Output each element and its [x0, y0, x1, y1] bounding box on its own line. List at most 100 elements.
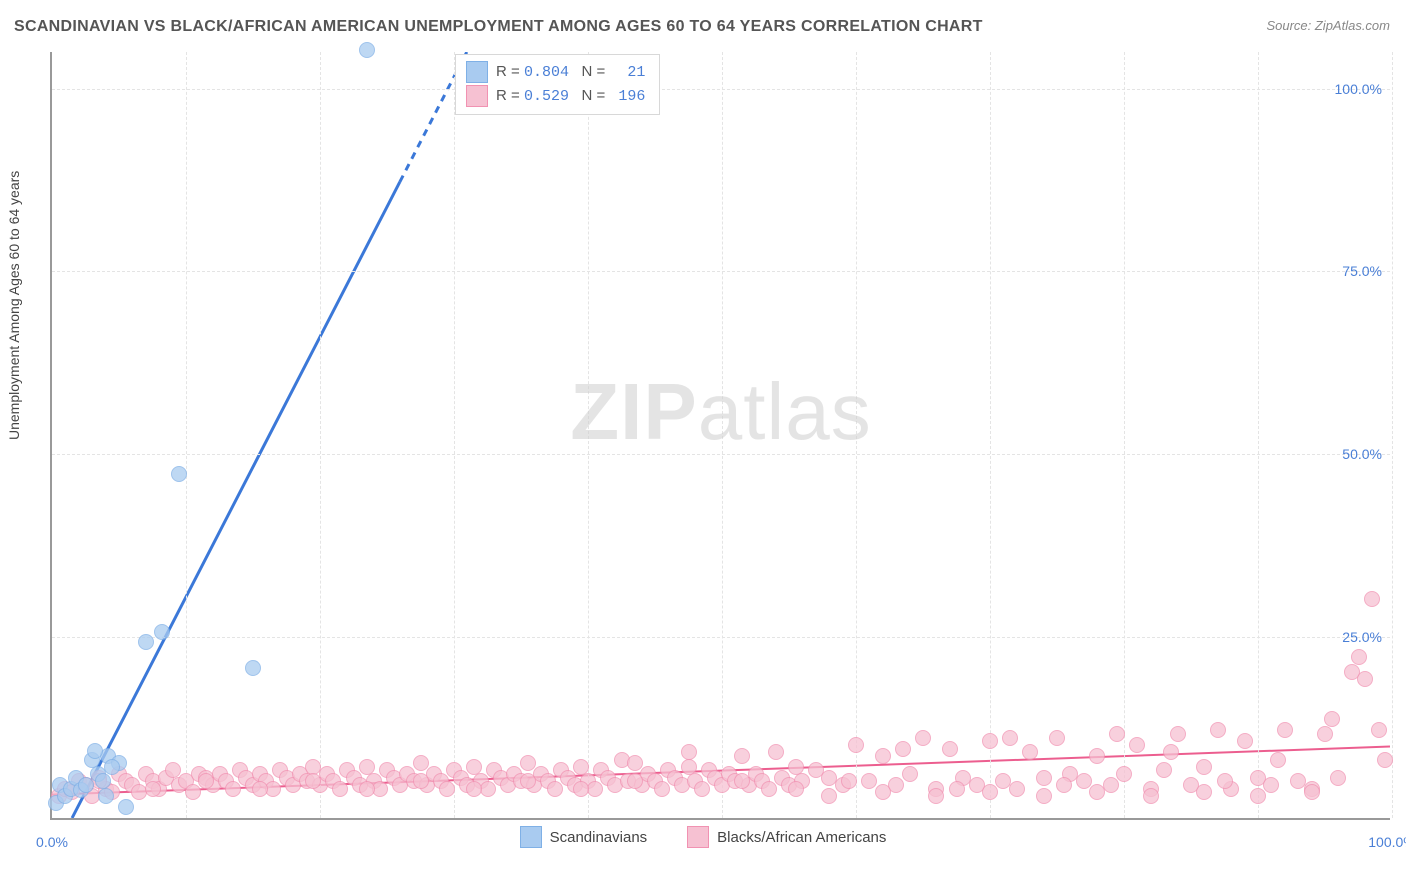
- y-tick-label: 25.0%: [1342, 629, 1382, 645]
- scatter-point: [520, 773, 536, 789]
- gridline-v: [856, 52, 857, 818]
- gridline-v: [1124, 52, 1125, 818]
- scatter-point: [98, 788, 114, 804]
- scatter-point: [1364, 591, 1380, 607]
- scatter-point: [1250, 788, 1266, 804]
- scatter-point: [1304, 784, 1320, 800]
- scatter-point: [1036, 788, 1052, 804]
- gridline-h: [52, 271, 1390, 272]
- gridline-v: [990, 52, 991, 818]
- scatter-point: [1237, 733, 1253, 749]
- scatter-point: [1129, 737, 1145, 753]
- legend-correlation-row: R = 0.804 N = 21: [466, 60, 645, 84]
- scatter-point: [841, 773, 857, 789]
- scatter-point: [1263, 777, 1279, 793]
- scatter-point: [915, 730, 931, 746]
- scatter-point: [165, 762, 181, 778]
- scatter-point: [788, 759, 804, 775]
- scatter-point: [734, 773, 750, 789]
- scatter-point: [95, 773, 111, 789]
- scatter-point: [821, 788, 837, 804]
- y-axis-title: Unemployment Among Ages 60 to 64 years: [6, 171, 22, 440]
- scatter-point: [145, 781, 161, 797]
- scatter-point: [928, 788, 944, 804]
- scatter-point: [942, 741, 958, 757]
- gridline-v: [1392, 52, 1393, 818]
- source-label: Source:: [1266, 18, 1314, 33]
- scatter-point: [627, 773, 643, 789]
- scatter-point: [949, 781, 965, 797]
- scatter-point: [138, 634, 154, 650]
- gridline-v: [588, 52, 589, 818]
- legend-series: Scandinavians Blacks/African Americans: [0, 826, 1406, 848]
- gridline-h: [52, 637, 1390, 638]
- legend-stats-text: R = 0.804 N = 21: [496, 60, 645, 84]
- scatter-point: [154, 624, 170, 640]
- scatter-point: [1076, 773, 1092, 789]
- scatter-point: [902, 766, 918, 782]
- scatter-point: [359, 759, 375, 775]
- trend-lines-svg: [52, 52, 1390, 818]
- scatter-point: [1210, 722, 1226, 738]
- scatter-point: [198, 773, 214, 789]
- legend-label-blacks: Blacks/African Americans: [717, 829, 886, 846]
- watermark: ZIPatlas: [570, 366, 871, 458]
- scatter-point: [466, 781, 482, 797]
- scatter-point: [1089, 784, 1105, 800]
- scatter-point: [252, 781, 268, 797]
- gridline-h: [52, 89, 1390, 90]
- gridline-v: [1258, 52, 1259, 818]
- scatter-point: [1022, 744, 1038, 760]
- source-attribution: Source: ZipAtlas.com: [1266, 18, 1390, 33]
- scatter-point: [848, 737, 864, 753]
- watermark-light: atlas: [698, 367, 872, 456]
- scatter-point: [982, 733, 998, 749]
- scatter-point: [1196, 784, 1212, 800]
- scatter-point: [1324, 711, 1340, 727]
- y-tick-label: 50.0%: [1342, 446, 1382, 462]
- scatter-point: [1357, 671, 1373, 687]
- scatter-point: [1036, 770, 1052, 786]
- source-name: ZipAtlas.com: [1315, 18, 1390, 33]
- scatter-point: [1143, 788, 1159, 804]
- legend-swatch: [466, 85, 488, 107]
- scatter-point: [1116, 766, 1132, 782]
- scatter-point: [1330, 770, 1346, 786]
- legend-entry-scandinavians: Scandinavians: [520, 826, 648, 848]
- scatter-point: [573, 759, 589, 775]
- legend-stats-text: R = 0.529 N = 196: [496, 84, 645, 108]
- y-tick-label: 75.0%: [1342, 263, 1382, 279]
- scatter-point: [305, 773, 321, 789]
- legend-correlation-row: R = 0.529 N = 196: [466, 84, 645, 108]
- gridline-v: [454, 52, 455, 818]
- scatter-point: [185, 784, 201, 800]
- scatter-point: [520, 755, 536, 771]
- scatter-point: [1009, 781, 1025, 797]
- scatter-point: [1156, 762, 1172, 778]
- scatter-point: [439, 781, 455, 797]
- scatter-point: [1277, 722, 1293, 738]
- scatter-point: [761, 781, 777, 797]
- scatter-point: [627, 755, 643, 771]
- legend-swatch-scandinavians: [520, 826, 542, 848]
- chart-title: SCANDINAVIAN VS BLACK/AFRICAN AMERICAN U…: [14, 18, 983, 36]
- scatter-point: [1056, 777, 1072, 793]
- scatter-point: [118, 799, 134, 815]
- scatter-point: [734, 748, 750, 764]
- scatter-point: [1371, 722, 1387, 738]
- scatter-point: [681, 759, 697, 775]
- scatter-point: [332, 781, 348, 797]
- scatter-point: [225, 781, 241, 797]
- scatter-point: [1049, 730, 1065, 746]
- scatter-point: [547, 781, 563, 797]
- scatter-point: [413, 773, 429, 789]
- scatter-point: [681, 744, 697, 760]
- scatter-point: [104, 759, 120, 775]
- scatter-point: [788, 781, 804, 797]
- scatter-point: [1109, 726, 1125, 742]
- legend-label-scandinavians: Scandinavians: [550, 829, 648, 846]
- scatter-point: [1317, 726, 1333, 742]
- scatter-point: [245, 660, 261, 676]
- legend-entry-blacks: Blacks/African Americans: [687, 826, 886, 848]
- scatter-point: [1089, 748, 1105, 764]
